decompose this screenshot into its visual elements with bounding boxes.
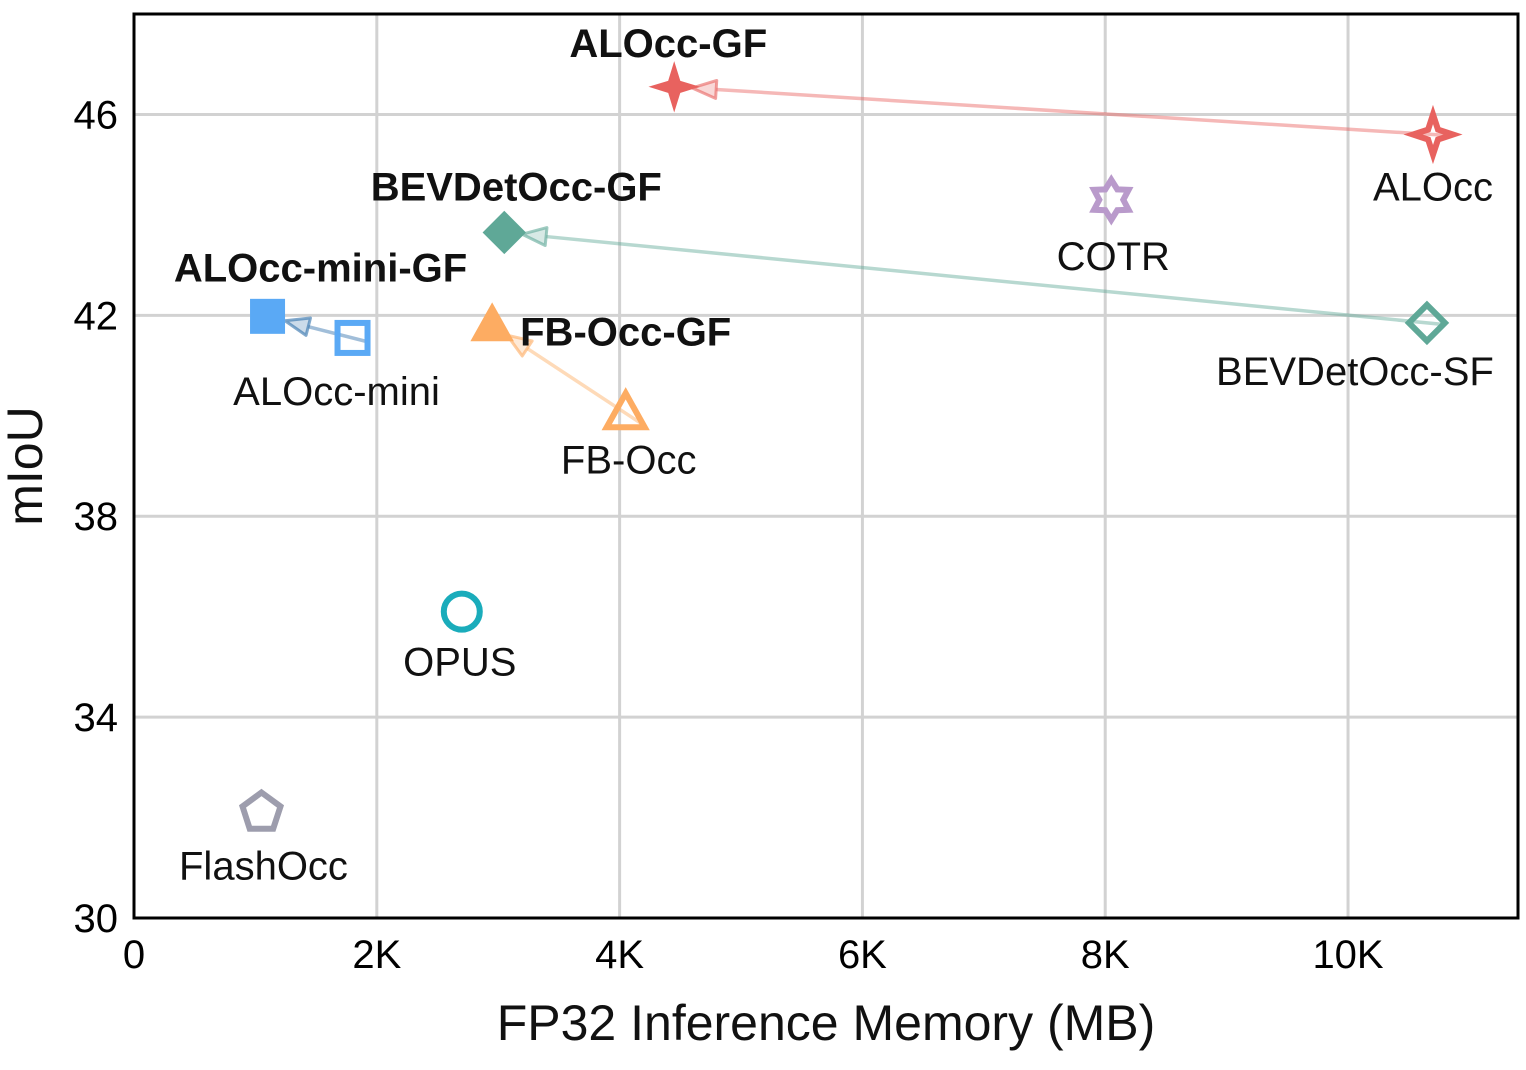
marker-opus — [440, 590, 483, 633]
point-labels-layer: ALOcc ALOcc-GF COTR BEVDetOcc-SF BEVDetOcc-G… — [174, 22, 1494, 889]
marker-cotr — [1089, 174, 1134, 226]
arrows-layer — [283, 78, 1452, 425]
marker-alocc — [1403, 104, 1463, 165]
arrow-shaft — [526, 347, 642, 425]
marker-bevdetocc-gf — [482, 210, 526, 255]
label-alocc-gf: ALOcc-GF — [569, 22, 767, 66]
label-alocc-mini-gf: ALOcc-mini-GF — [174, 246, 467, 290]
arrow-alocc-to-alocc-gf — [690, 78, 1452, 138]
marker-alocc-mini-gf — [250, 298, 286, 334]
arrow-head — [283, 316, 312, 337]
marker-alocc-mini — [334, 319, 371, 356]
y-tick-label: 30 — [74, 897, 119, 941]
y-axis-title: mIoU — [0, 406, 53, 525]
label-bevdetocc-sf: BEVDetOcc-SF — [1216, 350, 1494, 394]
x-tick-label: 4K — [595, 933, 644, 977]
markers-layer — [238, 61, 1463, 832]
label-flashocc: FlashOcc — [179, 845, 348, 889]
label-fb-occ: FB-Occ — [561, 438, 697, 482]
x-axis-title: FP32 Inference Memory (MB) — [497, 995, 1156, 1051]
marker-fb-occ — [601, 387, 650, 431]
marker-flashocc — [238, 788, 285, 832]
y-tick-label: 38 — [74, 495, 119, 539]
marker-fb-occ-gf — [470, 302, 514, 342]
label-bevdetocc-gf: BEVDetOcc-GF — [371, 165, 662, 209]
y-tick-label: 34 — [74, 696, 119, 740]
label-cotr: COTR — [1057, 235, 1170, 279]
arrow-bevdetocc-sf-to-bevdetocc-gf — [520, 226, 1446, 327]
x-tick-label: 10K — [1312, 933, 1383, 977]
x-tick-label: 8K — [1081, 933, 1130, 977]
y-tick-label: 46 — [74, 93, 119, 137]
plot-frame — [132, 12, 1520, 920]
arrow-shaft — [716, 87, 1452, 138]
label-fb-occ-gf: FB-Occ-GF — [520, 310, 731, 354]
label-alocc: ALOcc — [1373, 166, 1493, 210]
marker-alocc-gf — [648, 61, 700, 113]
x-tick-labels: 0 2K 4K 6K 8K 10K — [123, 933, 1384, 977]
label-opus: OPUS — [403, 641, 516, 685]
arrow-shaft — [545, 234, 1446, 327]
arrow-head — [690, 78, 719, 100]
x-tick-label: 6K — [838, 933, 887, 977]
arrow-head — [520, 226, 549, 248]
grid-lines — [134, 14, 1518, 918]
label-alocc-mini: ALOcc-mini — [233, 370, 440, 414]
y-tick-labels: 30 34 38 42 46 — [74, 93, 119, 941]
marker-bevdetocc-sf — [1404, 300, 1450, 346]
x-tick-label: 2K — [352, 933, 401, 977]
y-tick-label: 42 — [74, 294, 119, 338]
x-tick-label: 0 — [123, 933, 145, 977]
